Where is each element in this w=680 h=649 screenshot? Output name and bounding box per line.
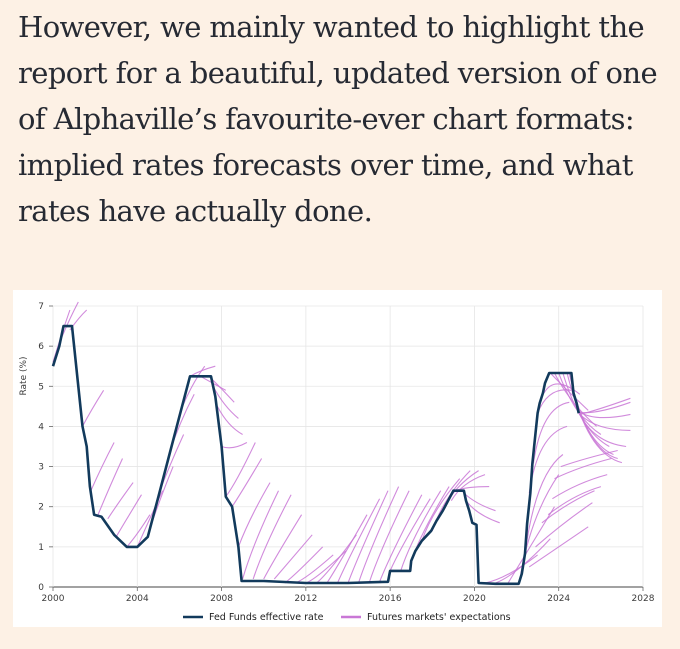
futures-curve xyxy=(263,514,303,580)
futures-curve xyxy=(107,482,134,520)
futures-curve xyxy=(549,372,589,411)
fed-funds-line xyxy=(51,324,580,586)
futures-curve xyxy=(221,442,248,449)
x-tick-label: 2012 xyxy=(294,594,317,604)
article-line: implied rates forecasts over time, and w… xyxy=(18,148,633,182)
futures-curve xyxy=(450,474,486,501)
futures-curve xyxy=(579,414,631,431)
article-line: However, we mainly wanted to highlight t… xyxy=(18,10,645,44)
futures-curve xyxy=(82,390,105,427)
futures-curve xyxy=(484,554,538,584)
futures-curve xyxy=(96,458,124,518)
rates-chart: 0 1 2 3 4 5 6 7 2000 2004 2008 2012 2016 2020 2024 2028… xyxy=(13,290,662,627)
y-tick-label: 0 xyxy=(38,583,44,593)
futures-curve xyxy=(528,526,589,568)
x-tick-label: 2016 xyxy=(379,594,402,604)
futures-curve xyxy=(126,514,151,548)
futures-curve xyxy=(421,478,461,541)
futures-curve xyxy=(368,490,410,584)
y-tick-label: 2 xyxy=(38,503,44,513)
futures-curve xyxy=(136,490,164,548)
futures-curve xyxy=(389,498,431,572)
futures-curve xyxy=(541,490,595,524)
x-tick-label: 2020 xyxy=(463,594,486,604)
chart-grid xyxy=(52,305,644,588)
y-tick-label: 1 xyxy=(38,543,44,553)
futures-curve xyxy=(547,486,602,516)
futures-curve xyxy=(336,498,381,584)
x-tick-label: 2004 xyxy=(126,594,149,604)
futures-curve xyxy=(178,365,206,415)
futures-curve xyxy=(252,494,292,580)
futures-curve xyxy=(326,514,368,584)
futures-curve xyxy=(379,494,423,583)
futures-curve xyxy=(552,474,608,500)
legend-label-futures: Futures markets' expectations xyxy=(367,612,511,623)
futures-curve xyxy=(284,546,324,584)
futures-curve xyxy=(560,449,618,468)
x-tick-label: 2000 xyxy=(42,594,65,604)
futures-curve xyxy=(568,372,618,460)
y-tick-label: 7 xyxy=(38,302,44,312)
futures-curve xyxy=(554,457,612,480)
futures-curve xyxy=(90,442,115,491)
futures-curve xyxy=(237,482,271,548)
futures-curve xyxy=(532,401,570,464)
futures-curve xyxy=(225,442,256,498)
futures-curve xyxy=(543,383,581,395)
futures-curve xyxy=(566,372,614,456)
futures-curve xyxy=(115,494,142,538)
chart-legend: Fed Funds effective rate Futures markets'… xyxy=(183,612,511,623)
article-line: rates have actually done. xyxy=(18,194,373,228)
futures-curve xyxy=(216,406,243,435)
futures-curve xyxy=(535,502,593,548)
futures-curves xyxy=(52,301,631,584)
futures-curve xyxy=(400,490,442,572)
futures-curve xyxy=(242,490,279,580)
article-paragraph: However, we mainly wanted to highlight t… xyxy=(18,4,668,234)
futures-curve xyxy=(273,534,313,580)
futures-curve xyxy=(579,401,631,414)
y-axis-label: Rate (%) xyxy=(19,356,29,395)
futures-curve xyxy=(524,454,564,554)
futures-curve xyxy=(507,506,555,584)
y-tick-label: 6 xyxy=(38,342,44,352)
legend-label-fed: Fed Funds effective rate xyxy=(209,612,324,623)
x-tick-label: 2028 xyxy=(632,594,655,604)
rates-chart-svg: 0 1 2 3 4 5 6 7 2000 2004 2008 2012 2016 2020 2024 2028… xyxy=(19,301,655,623)
y-tick-label: 4 xyxy=(38,422,44,432)
futures-curve xyxy=(579,397,631,415)
x-tick-label: 2024 xyxy=(547,594,570,604)
futures-curve xyxy=(431,470,471,531)
futures-curve xyxy=(357,486,400,584)
futures-curve xyxy=(189,365,216,377)
futures-curve xyxy=(577,410,627,448)
x-tick-label: 2008 xyxy=(210,594,233,604)
y-tick-label: 3 xyxy=(38,463,44,473)
article-line: report for a beautiful, updated version … xyxy=(18,56,658,90)
futures-curve xyxy=(347,490,389,584)
y-tick-label: 5 xyxy=(38,382,44,392)
futures-curve xyxy=(231,458,263,508)
fed-funds-series xyxy=(51,324,580,586)
chart-axes: 0 1 2 3 4 5 6 7 2000 2004 2008 2012 2016 2020 2024 2028… xyxy=(19,302,655,604)
futures-curve xyxy=(60,301,79,339)
futures-curve xyxy=(495,538,551,584)
article-line: of Alphaville’s favourite-ever chart for… xyxy=(18,102,635,136)
